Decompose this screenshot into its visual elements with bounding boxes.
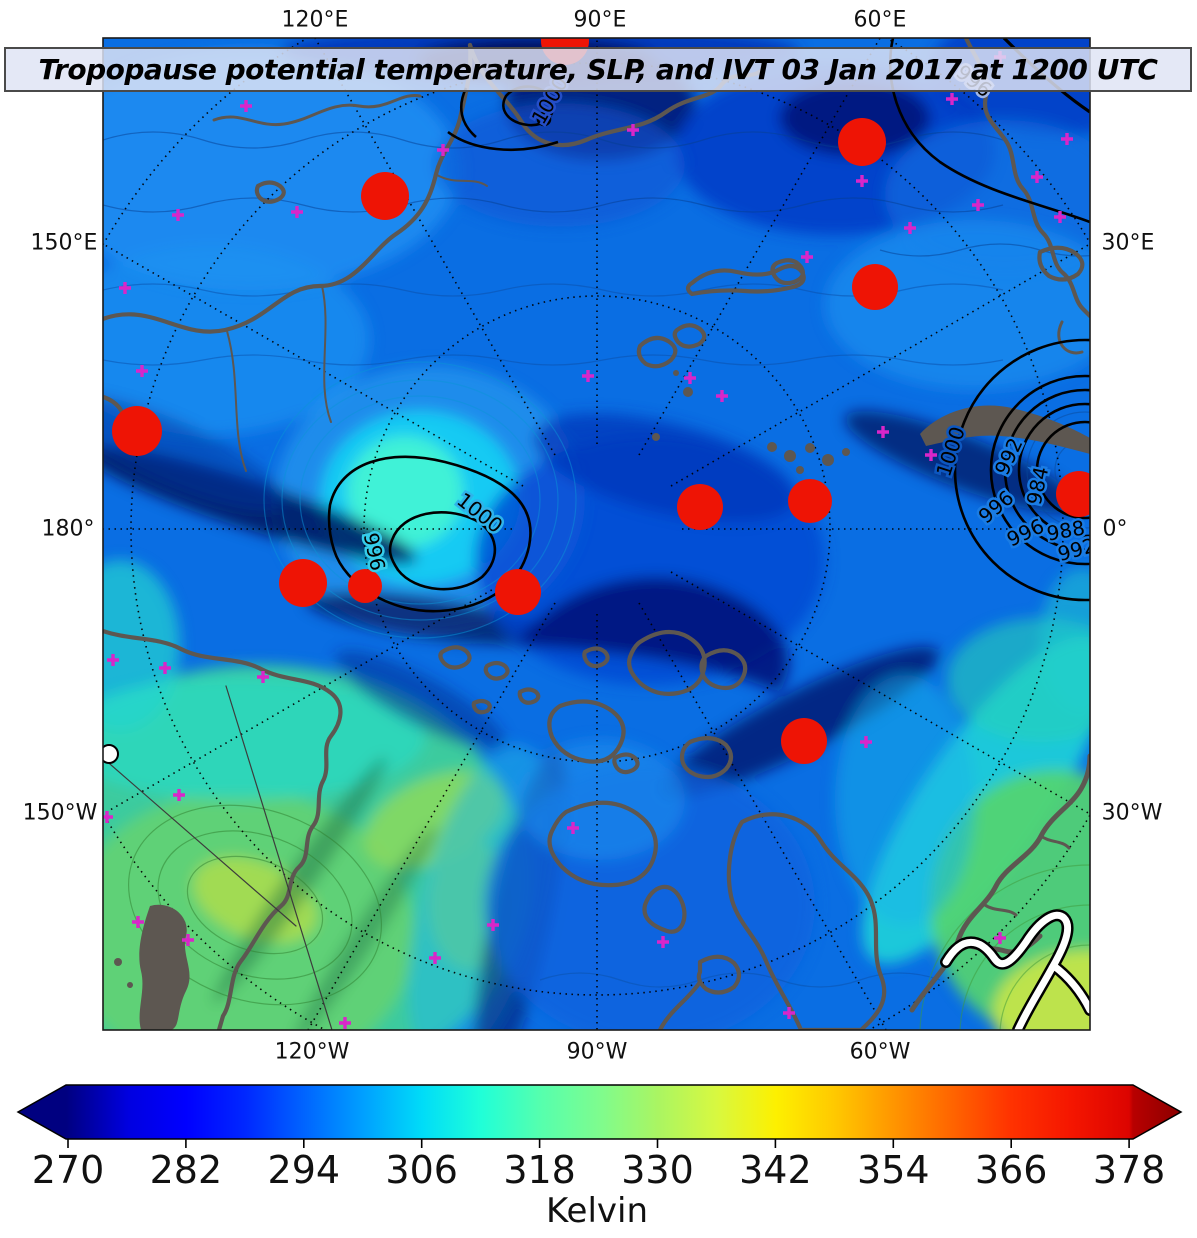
title-box: Tropopause potential temperature, SLP, a… — [4, 47, 1192, 92]
colorbar-tick-label: 306 — [385, 1148, 458, 1192]
cyclone-plus-marker — [103, 811, 113, 823]
axis-label-right-30w: 30°W — [1101, 800, 1163, 826]
cyclone-plus-marker — [657, 936, 669, 948]
axis-label-top-90e: 90°E — [573, 7, 627, 33]
cyclone-markers — [103, 51, 1073, 1029]
axis-label-right-0: 0° — [1102, 516, 1128, 542]
axis-label-left-180: 180° — [41, 516, 95, 542]
axis-label-top-120e: 120°E — [281, 7, 349, 33]
page-title: Tropopause potential temperature, SLP, a… — [38, 53, 1158, 86]
ivt-marker — [852, 264, 898, 310]
ivt-marker — [495, 569, 541, 615]
cyclone-plus-marker — [904, 222, 916, 234]
map-frame — [102, 37, 1091, 1031]
axis-label-bottom-120w: 120°W — [274, 1039, 350, 1065]
white-contour-spot — [103, 744, 119, 764]
axis-label-top-60e: 60°E — [853, 7, 907, 33]
axis-label-left-150w: 150°W — [22, 800, 98, 826]
cyclone-plus-marker — [925, 449, 937, 461]
cyclone-plus-marker — [627, 124, 639, 136]
cyclone-plus-marker — [1054, 211, 1066, 223]
cyclone-plus-marker — [429, 952, 441, 964]
cyclone-plus-marker — [257, 671, 269, 683]
cyclone-plus-marker — [567, 822, 579, 834]
cyclone-plus-marker — [716, 390, 728, 402]
cyclone-plus-marker — [173, 789, 185, 801]
cyclone-plus-marker — [877, 426, 889, 438]
axis-label-bottom-60w: 60°W — [849, 1039, 911, 1065]
axis-label-left-150e: 150°E — [30, 230, 98, 256]
colorbar-ticks: 270 282 294 306 318 330 342 354 366 378 Kelvin — [32, 1139, 1166, 1231]
cyclone-plus-marker — [132, 916, 144, 928]
cyclone-plus-marker — [437, 144, 449, 156]
ivt-marker — [788, 479, 832, 523]
cyclone-plus-marker — [240, 100, 252, 112]
cyclone-plus-marker — [994, 932, 1006, 944]
ivt-marker — [279, 559, 327, 607]
cyclone-plus-marker — [487, 919, 499, 931]
graticule — [103, 38, 1090, 1030]
ivt-markers — [112, 38, 1090, 764]
ivt-marker — [1056, 471, 1090, 517]
colorbar-tick-label: 294 — [268, 1148, 341, 1192]
colorbar-tick-label: 342 — [739, 1148, 812, 1192]
colorbar-tick-label: 354 — [857, 1148, 930, 1192]
cyclone-plus-marker — [136, 365, 148, 377]
map-canvas[interactable]: 100099610009929849969969889929961000 — [0, 0, 1197, 1205]
cyclone-plus-marker — [582, 370, 594, 382]
ivt-marker — [838, 118, 886, 166]
cyclone-plus-marker — [856, 175, 868, 187]
cyclone-plus-marker — [182, 934, 194, 946]
colorbar: 270 282 294 306 318 330 342 354 366 378 Kelvin — [16, 1084, 1183, 1231]
cyclone-plus-marker — [684, 372, 696, 384]
colorbar-unit-label: Kelvin — [546, 1191, 648, 1231]
ivt-marker — [781, 718, 827, 764]
cyclone-plus-marker — [801, 251, 813, 263]
cyclone-plus-marker — [783, 1007, 795, 1019]
ivt-white-contour — [940, 909, 1090, 1030]
ivt-marker — [112, 406, 162, 456]
cyclone-plus-marker — [159, 662, 171, 674]
ivt-marker — [361, 172, 409, 220]
colorbar-tick-label: 378 — [1093, 1148, 1166, 1192]
colorbar-tick-label: 366 — [975, 1148, 1048, 1192]
cyclone-plus-marker — [119, 282, 131, 294]
theta-shading — [103, 38, 1090, 1030]
colorbar-tick-label: 282 — [150, 1148, 223, 1192]
cyclone-plus-marker — [1061, 133, 1073, 145]
cyclone-plus-marker — [339, 1017, 351, 1029]
coastlines — [103, 38, 1090, 1030]
axis-label-bottom-90w: 90°W — [566, 1039, 628, 1065]
ivt-marker — [348, 569, 382, 603]
cyclone-plus-marker — [946, 93, 958, 105]
colorbar-tick-label: 318 — [503, 1148, 576, 1192]
colorbar-gradient — [16, 1084, 1183, 1140]
cyclone-plus-marker — [972, 199, 984, 211]
colorbar-tick-label: 270 — [32, 1148, 105, 1192]
cyclone-plus-marker — [291, 206, 303, 218]
cyclone-plus-marker — [1031, 171, 1043, 183]
ivt-marker — [677, 484, 723, 530]
colorbar-tick-label: 330 — [621, 1148, 694, 1192]
cyclone-plus-marker — [107, 654, 119, 666]
cyclone-plus-marker — [860, 736, 872, 748]
cyclone-plus-marker — [172, 209, 184, 221]
axis-label-right-30e: 30°E — [1101, 230, 1155, 256]
